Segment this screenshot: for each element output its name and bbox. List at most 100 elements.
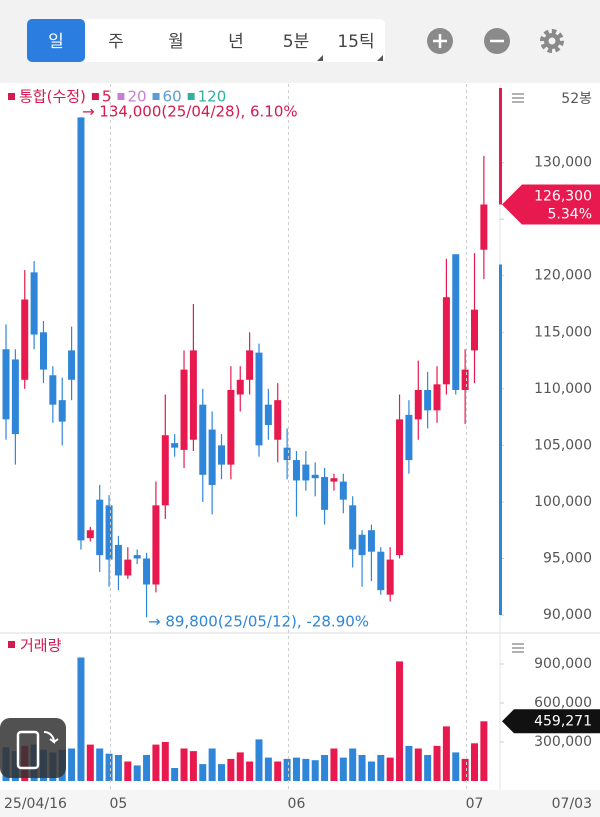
candle-body [246,350,254,380]
volume-bar [199,764,207,781]
candle-body [96,499,104,556]
candle-body [358,534,366,556]
date-axis-bar [0,790,600,817]
candle-body [2,349,10,420]
candle-body [227,389,235,465]
volume-bar [274,761,282,781]
legend-marker [8,93,15,100]
tab[interactable]: 일 [48,32,64,52]
legend-marker [152,93,160,100]
x-tick-label: 06 [288,796,306,812]
legend-label: 20 [127,88,146,106]
volume-bar [367,761,375,781]
zoom-out-button[interactable] [484,28,510,54]
volume-bar [171,767,179,781]
legend-marker [91,93,99,100]
tab[interactable]: 주 [108,32,124,52]
volume-bar [189,751,197,781]
y-tick-label: 300,000 [534,734,592,750]
candle-body [208,429,216,485]
volume-bar [471,743,478,781]
volume-title: 거래량 [20,637,62,655]
candle-body [152,505,160,585]
annotation: → 89,800(25/05/12), -28.90% [148,613,369,631]
candle-body [58,400,66,422]
volume-bar [152,744,160,781]
candle-body [386,559,394,595]
volume-bar [405,745,413,781]
tab[interactable]: 5분 [283,32,309,52]
candle-body [311,474,319,479]
price-badge [502,184,600,225]
y-tick-label: 105,000 [534,437,592,453]
candle-body [480,204,488,250]
menu-icon[interactable] [512,643,524,653]
volume-bar [283,758,291,781]
price-rail-down [499,264,502,615]
last-date: 07/03 [552,796,592,812]
candle-body [21,299,29,380]
tab-dropdown-mark [377,55,383,61]
tab-dropdown-mark [317,55,323,61]
candle-body [396,419,404,556]
candle-body [321,477,329,510]
legend-label: 5 [102,88,112,106]
tab[interactable]: 월 [168,32,184,52]
candle-body [292,460,300,481]
candle-body [114,544,122,576]
volume-bar [114,754,122,781]
tab[interactable]: 년 [228,32,244,52]
candle-body [133,555,141,559]
tabs: 일 주 월 년 5분 15틱 [27,19,383,62]
annotation: → 134,000(25/04/28), 6.10% [82,103,298,121]
menu-icon[interactable] [512,93,524,103]
candle-body [377,551,385,591]
volume-badge-label: 459,271 [534,713,592,729]
volume-bar [292,757,300,781]
x-tick-label: 05 [110,796,128,812]
candle-body [236,379,244,395]
volume-bar [339,757,347,781]
candle-body [330,478,338,482]
candle-body [405,414,413,461]
x-tick-label: 07 [466,796,484,812]
volume-bar [433,745,441,781]
settings-button[interactable] [540,29,564,53]
candle-body [218,445,226,465]
candle-body [452,254,460,390]
volume-legend-marker [8,641,15,648]
volume-bar [321,754,329,781]
price-rail-up [499,88,502,205]
volume-badge [502,709,600,734]
volume-bar [124,761,132,781]
candle-body [171,443,179,448]
y-tick-label: 600,000 [534,695,592,711]
volume-bar [180,748,188,781]
volume-bar [414,748,422,781]
rotate-button[interactable] [0,718,66,778]
volume-bar [227,758,235,781]
tab[interactable]: 15틱 [337,32,374,52]
tab-group [27,19,385,62]
y-tick-label: 115,000 [534,324,592,340]
volume-bar [480,721,488,781]
volume-bar [86,744,94,781]
volume-bar [452,752,460,781]
volume-bar [302,758,310,781]
candle-body [180,369,188,450]
zoom-in-button[interactable] [427,28,453,54]
candle-body [39,332,47,370]
y-tick-label: 90,000 [543,607,592,623]
volume-bar [143,754,151,781]
legend-label: 60 [163,88,182,106]
candle-body [77,117,85,541]
candle-body [349,505,357,550]
candle-body [414,389,422,420]
candle-body [68,350,76,380]
volume-bar [358,754,366,781]
legend-marker [117,93,125,100]
volume-bar [105,753,113,781]
candle-body [199,404,207,475]
candle-body [424,389,432,411]
